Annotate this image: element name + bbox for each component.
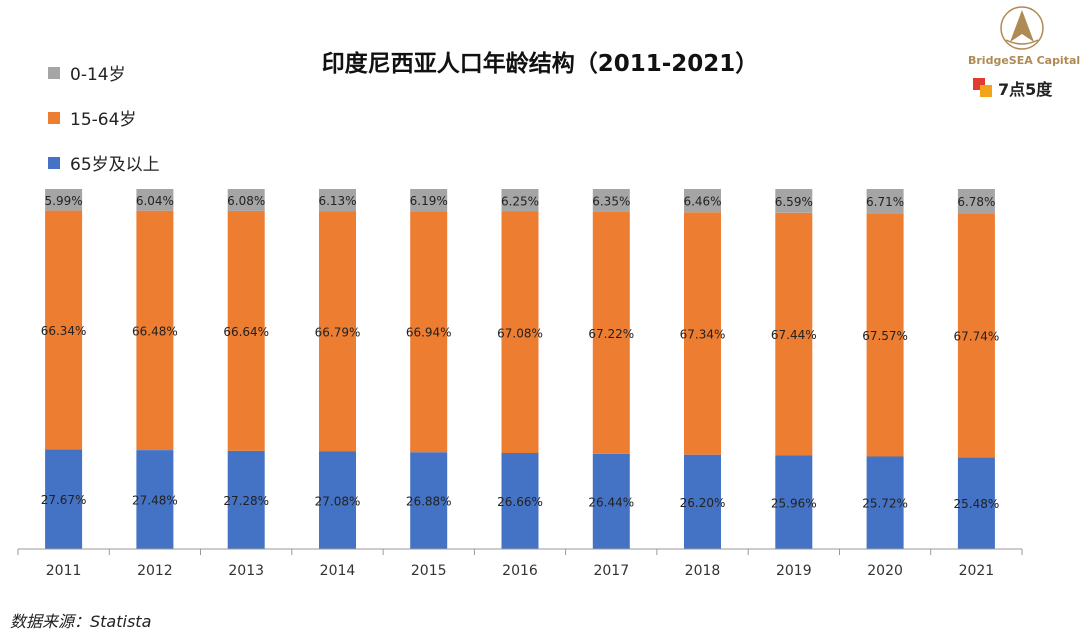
data-label-0-14-2012: 6.04% [136, 194, 174, 208]
data-label-15-64-2018: 67.34% [680, 328, 726, 342]
bar-0-14-2018 [684, 189, 721, 213]
data-source: 数据来源：Statista [10, 612, 152, 631]
data-label-0-14-2011: 5.99% [45, 194, 83, 208]
bar-15-64-2015 [410, 211, 448, 453]
data-label-15-64-2015: 66.94% [406, 326, 452, 340]
data-label-65-plus-2019: 25.96% [771, 496, 817, 510]
bar-65-plus-2017 [592, 453, 630, 549]
secondary-brand: 7点5度 [972, 76, 1052, 100]
bar-15-64-2020 [866, 213, 904, 457]
legend-swatch-0-14 [48, 66, 60, 79]
x-tick-label-2019: 2019 [776, 563, 812, 579]
bar-65-plus-2011 [45, 449, 83, 549]
chart-legend: 0-14岁 15-64岁 65岁及以上 [48, 50, 160, 185]
bar-15-64-2014 [319, 211, 356, 452]
bar-15-64-2018 [684, 212, 721, 455]
data-label-15-64-2012: 66.48% [132, 324, 178, 338]
legend-swatch-65-plus [48, 156, 60, 169]
data-label-65-plus-2011: 27.67% [41, 493, 87, 507]
data-label-0-14-2014: 6.13% [318, 194, 356, 208]
chart-title: 印度尼西亚人口年龄结构（2011-2021） [321, 51, 759, 77]
bar-0-14-2020 [866, 189, 904, 214]
data-label-15-64-2014: 66.79% [315, 325, 361, 339]
data-label-0-14-2021: 6.78% [957, 195, 995, 209]
x-tick-label-2011: 2011 [46, 563, 82, 579]
bar-65-plus-2015 [410, 452, 448, 549]
compass-logo-icon [1000, 6, 1044, 50]
bar-0-14-2016 [501, 189, 539, 212]
bar-65-plus-2014 [319, 451, 356, 549]
bar-65-plus-2012 [136, 450, 174, 549]
data-label-15-64-2021: 67.74% [954, 329, 1000, 343]
bar-15-64-2017 [592, 211, 630, 454]
x-tick-label-2021: 2021 [959, 563, 995, 579]
data-label-15-64-2016: 67.08% [497, 326, 543, 340]
x-tick-label-2013: 2013 [228, 563, 264, 579]
x-tick-label-2016: 2016 [502, 563, 538, 579]
legend-item-15-64: 15-64岁 [48, 95, 160, 140]
data-label-65-plus-2012: 27.48% [132, 494, 178, 508]
legend-swatch-15-64 [48, 111, 60, 124]
bar-65-plus-2019 [775, 455, 813, 549]
bar-65-plus-2013 [227, 450, 265, 549]
bar-15-64-2016 [501, 211, 539, 453]
x-tick-label-2017: 2017 [593, 563, 629, 579]
bar-0-14-2019 [775, 189, 813, 213]
data-label-65-plus-2013: 27.28% [223, 494, 269, 508]
data-label-15-64-2013: 66.64% [223, 325, 269, 339]
x-tick-label-2018: 2018 [685, 563, 721, 579]
data-label-0-14-2013: 6.08% [227, 194, 265, 208]
data-label-65-plus-2020: 25.72% [862, 497, 908, 511]
data-label-0-14-2016: 6.25% [501, 194, 539, 208]
legend-item-65-plus: 65岁及以上 [48, 140, 160, 185]
data-label-0-14-2018: 6.46% [683, 195, 721, 209]
data-label-15-64-2020: 67.57% [862, 329, 908, 343]
data-label-0-14-2017: 6.35% [592, 194, 630, 208]
data-label-65-plus-2015: 26.88% [406, 495, 452, 509]
bar-0-14-2011 [45, 189, 83, 211]
bar-15-64-2012 [136, 210, 174, 450]
bar-0-14-2021 [957, 189, 995, 214]
bar-65-plus-2020 [866, 456, 904, 549]
bar-15-64-2011 [45, 210, 83, 450]
secondary-brand-icon [973, 78, 992, 97]
data-label-65-plus-2018: 26.20% [680, 496, 726, 510]
bar-65-plus-2021 [957, 457, 995, 549]
data-label-0-14-2020: 6.71% [866, 195, 904, 209]
bar-0-14-2017 [592, 189, 630, 212]
bar-15-64-2021 [957, 213, 995, 458]
legend-label-65-plus: 65岁及以上 [70, 155, 160, 175]
brand-logo: BridgeSEA Capital 7点5度 [968, 4, 1080, 100]
bar-0-14-2015 [410, 189, 448, 212]
x-tick-label-2012: 2012 [137, 563, 173, 579]
data-label-65-plus-2021: 25.48% [954, 497, 1000, 511]
x-tick-label-2015: 2015 [411, 563, 447, 579]
bar-65-plus-2018 [684, 454, 721, 549]
data-label-0-14-2019: 6.59% [775, 195, 813, 209]
bar-0-14-2014 [319, 189, 356, 212]
legend-label-0-14: 0-14岁 [70, 65, 126, 85]
legend-item-0-14: 0-14岁 [48, 50, 160, 95]
data-label-15-64-2019: 67.44% [771, 328, 817, 342]
bar-15-64-2019 [775, 212, 813, 456]
bar-0-14-2013 [227, 189, 265, 211]
data-label-15-64-2011: 66.34% [41, 324, 87, 338]
bar-65-plus-2016 [501, 453, 539, 549]
bar-0-14-2012 [136, 189, 174, 211]
data-label-65-plus-2014: 27.08% [315, 494, 361, 508]
brand-logo-text: BridgeSEA Capital [968, 54, 1080, 67]
secondary-brand-text: 7点5度 [998, 80, 1053, 99]
data-label-15-64-2017: 67.22% [588, 327, 634, 341]
bar-15-64-2013 [227, 210, 265, 451]
legend-label-15-64: 15-64岁 [70, 110, 137, 130]
x-tick-label-2014: 2014 [320, 563, 356, 579]
data-label-65-plus-2017: 26.44% [588, 495, 634, 509]
data-label-65-plus-2016: 26.66% [497, 495, 543, 509]
data-label-0-14-2015: 6.19% [410, 194, 448, 208]
x-tick-label-2020: 2020 [867, 563, 903, 579]
